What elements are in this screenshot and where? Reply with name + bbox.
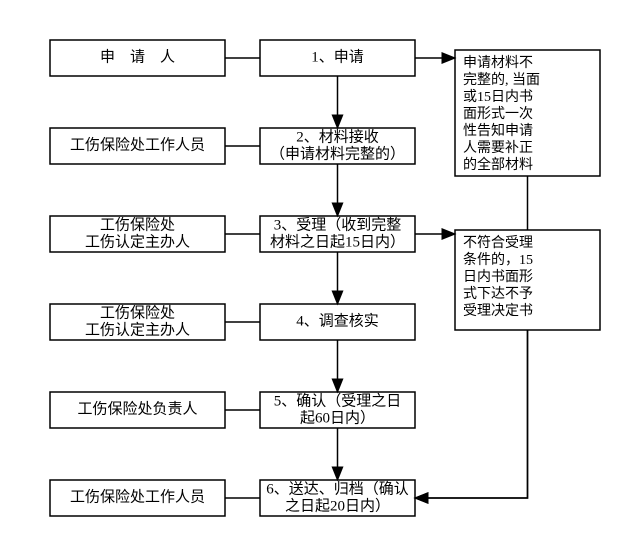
- side-text-0-5: 人需要补正: [463, 140, 533, 156]
- step-label-2-l1: 3、受理（收到完整: [274, 216, 402, 233]
- side-text-0-6: 的全部材料: [463, 156, 533, 173]
- step-label-3: 4、调查核实: [296, 312, 379, 329]
- step-label-4-l1: 5、确认（受理之日: [274, 392, 402, 409]
- step-label-5-l1: 6、送达、归档（确认: [266, 480, 409, 497]
- step-label-2-l2: 材料之日起15日内）: [270, 233, 405, 250]
- actor-label-0: 申 请 人: [100, 48, 175, 65]
- actor-label-2-l1: 工伤保险处: [100, 216, 175, 233]
- side-text-1-3: 式下达不予: [463, 286, 533, 302]
- step-label-5-l2: 之日起20日内）: [285, 497, 390, 514]
- step-label-4-l2: 起60日内）: [300, 409, 375, 426]
- side-text-1-0: 不符合受理: [463, 235, 533, 251]
- side-text-0-4: 性告知申请: [463, 122, 533, 139]
- actor-label-5: 工伤保险处工作人员: [70, 488, 205, 505]
- actor-label-3-l1: 工伤保险处: [100, 304, 175, 321]
- arrow-side-return-1: [415, 330, 528, 498]
- actor-label-3-l2: 工伤认定主办人: [85, 321, 190, 338]
- side-text-0-3: 面形式一次: [463, 106, 533, 122]
- actor-label-2-l2: 工伤认定主办人: [85, 233, 190, 250]
- step-label-0: 1、申请: [311, 48, 364, 65]
- side-text-1-4: 受理决定书: [463, 303, 533, 319]
- side-text-1-1: 条件的，15: [463, 251, 533, 268]
- side-text-0-2: 或15日内书: [463, 89, 533, 105]
- arrow-side-return-0: [415, 176, 528, 498]
- step-label-1-l1: 2、材料接收: [296, 128, 379, 145]
- side-text-1-2: 日内书面形: [463, 269, 533, 285]
- side-text-0-0: 申请材料不: [463, 55, 533, 71]
- actor-label-4: 工伤保险处负责人: [77, 400, 197, 417]
- actor-label-1: 工伤保险处工作人员: [70, 136, 205, 153]
- side-text-0-1: 完整的, 当面: [463, 72, 540, 88]
- step-label-1-l2: （申请材料完整的）: [270, 145, 405, 162]
